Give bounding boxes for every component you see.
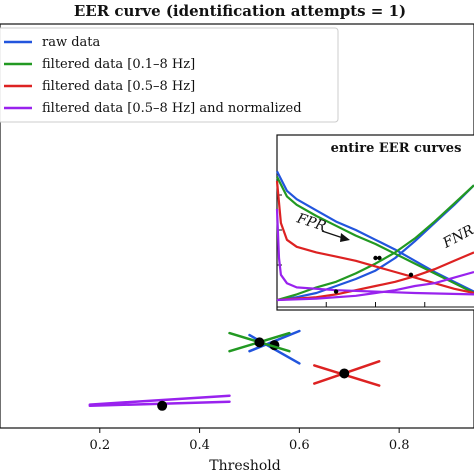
inset-filtered-data-0-1-8-hz-fpr-curve: [276, 176, 474, 294]
plot-frame: [0, 23, 474, 429]
inset-raw-data-fpr-curve: [276, 170, 474, 293]
filtered-data-0-5-8-hz-eer-point: [339, 368, 350, 379]
legend-label-raw: raw data: [42, 35, 101, 50]
x-tick-label-0.6: 0.6: [289, 438, 310, 453]
filtered-data-0-5-8-hz-and-normalized-fnr-segment: [88, 394, 231, 406]
inset-filtered-data-0-1-8-hz-eer-point: [373, 255, 378, 261]
legend-label-normalized: filtered data [0.5–8 Hz] and normalized: [42, 101, 302, 116]
legend-box: [0, 27, 339, 123]
x-tick-label-0.8: 0.8: [389, 438, 410, 453]
inset-filtered-data-0-5-8-hz-and-normalized-fpr-curve: [275, 208, 474, 296]
legend-label-filtered-0.5: filtered data [0.5–8 Hz]: [42, 79, 195, 94]
inset-filtered-data-0-5-8-hz-eer-point: [408, 272, 414, 277]
chart-title: EER curve (identification attempts = 1): [74, 2, 406, 20]
x-axis-label: Threshold: [209, 458, 280, 474]
inset-filtered-data-0-5-8-hz-fnr-curve: [276, 251, 474, 302]
inset-chart: entire EER curves FPR FNR: [275, 134, 474, 311]
inset-filtered-data-0-5-8-hz-and-normalized-eer-point: [333, 289, 339, 294]
inset-raw-data-eer-point: [377, 255, 382, 261]
filtered-data-0-1-8-hz-eer-point: [254, 337, 265, 348]
inset-series-layer: [275, 170, 474, 302]
main-series-layer: [88, 329, 381, 411]
inset-filtered-data-0-1-8-hz-fnr-curve: [276, 184, 474, 302]
legend: raw data filtered data [0.1–8 Hz] filter…: [0, 27, 339, 123]
legend-label-filtered-0.1: filtered data [0.1–8 Hz]: [42, 57, 195, 72]
fpr-arrow-head: [340, 233, 350, 242]
x-axis: 0.2 0.4 0.6 0.8: [89, 428, 410, 453]
x-tick-label-0.2: 0.2: [89, 438, 110, 453]
x-tick-label-0.4: 0.4: [189, 438, 210, 453]
inset-filtered-data-0-5-8-hz-and-normalized-fnr-curve: [276, 270, 474, 302]
inset-title: entire EER curves: [331, 141, 462, 156]
filtered-data-0-5-8-hz-and-normalized-eer-point: [157, 400, 168, 411]
